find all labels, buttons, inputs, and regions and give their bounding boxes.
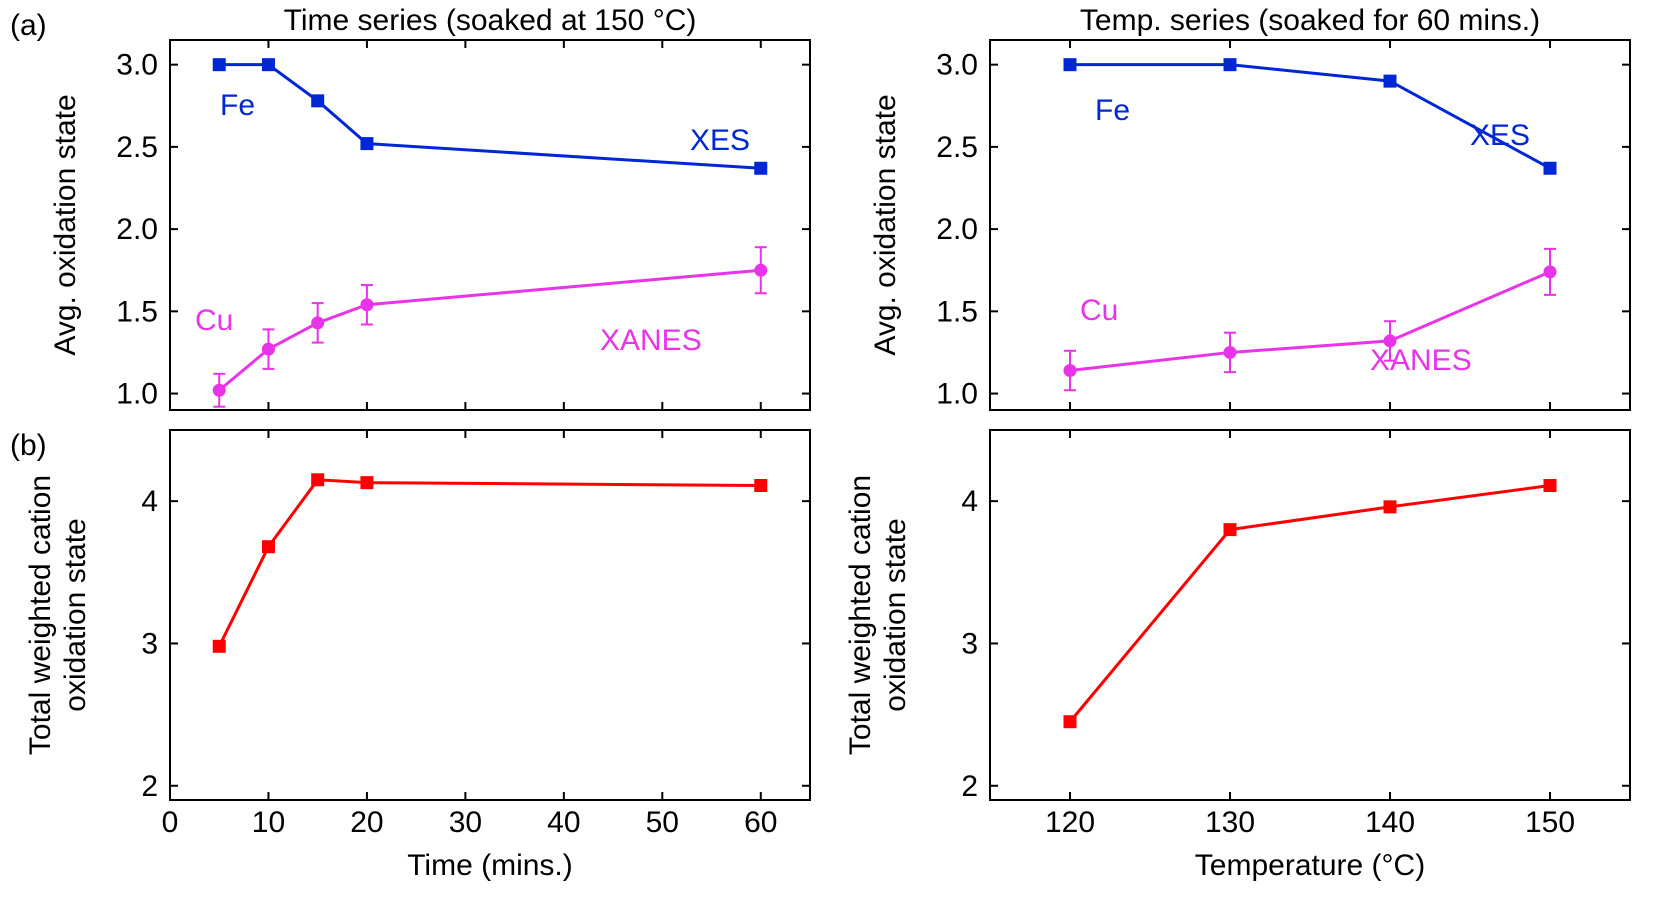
- xlabel-left: Time (mins.): [407, 849, 573, 882]
- svg-text:3: 3: [141, 627, 158, 660]
- title-right: Temp. series (soaked for 60 mins.): [1080, 4, 1540, 37]
- label-fe-tl: Fe: [220, 89, 255, 122]
- label-xanes-tr: XANES: [1370, 344, 1472, 377]
- svg-text:120: 120: [1045, 806, 1095, 839]
- svg-text:0: 0: [162, 806, 179, 839]
- svg-text:3: 3: [961, 627, 978, 660]
- label-cu-tl: Cu: [195, 304, 233, 337]
- figure-root: (a) (b) Time series (soaked at 150 °C) T…: [0, 0, 1674, 912]
- label-xanes-tl: XANES: [600, 324, 702, 357]
- panel-top-right: 1.0 1.5 2.0 2.5 3.0: [936, 40, 1630, 411]
- svg-text:2: 2: [961, 770, 978, 803]
- svg-text:10: 10: [252, 806, 285, 839]
- svg-text:30: 30: [449, 806, 482, 839]
- svg-text:3.0: 3.0: [936, 49, 978, 82]
- svg-text:60: 60: [744, 806, 777, 839]
- svg-text:1.5: 1.5: [936, 295, 978, 328]
- svg-text:3.0: 3.0: [116, 49, 158, 82]
- svg-text:2.0: 2.0: [116, 213, 158, 246]
- title-left: Time series (soaked at 150 °C): [284, 4, 697, 37]
- panel-letter-a: (a): [10, 9, 47, 42]
- ylabel-bot-right-line2: oxidation state: [879, 518, 912, 711]
- ylabel-top-left: Avg. oxidation state: [49, 94, 82, 355]
- svg-text:2.5: 2.5: [936, 131, 978, 164]
- ylabel-top-right: Avg. oxidation state: [869, 94, 902, 355]
- panel-bot-right: 120 130 140 150 2 3 4: [961, 430, 1630, 839]
- labels-top-left: Fe XES Cu XANES: [195, 89, 750, 357]
- svg-text:130: 130: [1205, 806, 1255, 839]
- panel-letter-b: (b): [10, 429, 47, 462]
- label-fe-tr: Fe: [1095, 94, 1130, 127]
- svg-text:4: 4: [141, 485, 158, 518]
- labels-top-right: Fe XES Cu XANES: [1080, 94, 1530, 377]
- ylabel-bot-left-group: Total weighted cation oxidation state: [24, 475, 92, 755]
- figure-svg: (a) (b) Time series (soaked at 150 °C) T…: [0, 0, 1674, 912]
- ylabel-bot-left-line2: oxidation state: [59, 518, 92, 711]
- svg-text:4: 4: [961, 485, 978, 518]
- svg-text:1.0: 1.0: [936, 378, 978, 411]
- ylabel-bot-right-line1: Total weighted cation: [844, 475, 877, 755]
- ylabel-bot-left-line1: Total weighted cation: [24, 475, 57, 755]
- svg-text:2.5: 2.5: [116, 131, 158, 164]
- svg-text:150: 150: [1525, 806, 1575, 839]
- svg-text:50: 50: [646, 806, 679, 839]
- ylabel-bot-right-group: Total weighted cation oxidation state: [844, 475, 912, 755]
- svg-text:140: 140: [1365, 806, 1415, 839]
- xlabel-right: Temperature (°C): [1195, 849, 1425, 882]
- svg-text:40: 40: [547, 806, 580, 839]
- label-cu-tr: Cu: [1080, 294, 1118, 327]
- svg-text:1.5: 1.5: [116, 295, 158, 328]
- svg-text:1.0: 1.0: [116, 378, 158, 411]
- label-xes-tl: XES: [690, 124, 750, 157]
- svg-text:2.0: 2.0: [936, 213, 978, 246]
- label-xes-tr: XES: [1470, 119, 1530, 152]
- panel-bot-left: 0 10 20 30 40 50 60 2 3 4: [141, 430, 810, 839]
- svg-text:20: 20: [350, 806, 383, 839]
- svg-text:2: 2: [141, 770, 158, 803]
